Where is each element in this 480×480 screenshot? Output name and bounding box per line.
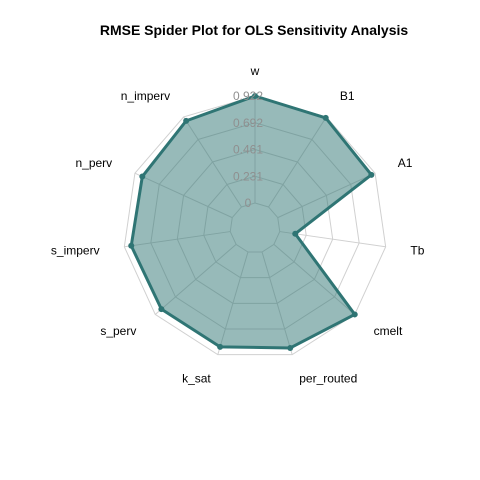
grid-ring bbox=[123, 95, 387, 356]
series-point bbox=[139, 173, 146, 180]
series-point bbox=[292, 230, 299, 237]
series-point bbox=[158, 306, 165, 313]
radial-tick-labels: 0 0.231 0.461 0.692 0.922 bbox=[233, 89, 263, 210]
axis-label: w bbox=[250, 64, 260, 78]
axis-label: A1 bbox=[398, 156, 413, 170]
axis-label: cmelt bbox=[374, 324, 403, 338]
series-point bbox=[287, 344, 294, 351]
axis-label: k_sat bbox=[182, 372, 211, 386]
axis-label: n_perv bbox=[75, 156, 112, 170]
radial-tick-label: 0.692 bbox=[233, 116, 263, 130]
series-point bbox=[368, 171, 375, 178]
axis-label: B1 bbox=[340, 89, 355, 103]
series-area bbox=[129, 94, 373, 350]
series-point bbox=[351, 311, 358, 318]
series-point bbox=[183, 117, 190, 124]
axis-label: n_imperv bbox=[121, 89, 170, 103]
axis-label: s_perv bbox=[100, 324, 136, 338]
axis-label: s_imperv bbox=[51, 243, 100, 257]
chart-title: RMSE Spider Plot for OLS Sensitivity Ana… bbox=[100, 22, 409, 38]
series-point bbox=[252, 93, 258, 99]
axis-labels: w B1 A1 Tb cmelt per_routed k_sat s_perv s_imper… bbox=[51, 64, 425, 386]
radial-tick-label: 0 bbox=[245, 196, 252, 210]
series-point bbox=[322, 114, 329, 121]
radial-tick-label: 0.922 bbox=[233, 89, 263, 103]
radial-tick-label: 0.461 bbox=[233, 143, 263, 157]
series-point bbox=[217, 343, 224, 350]
axis-label: per_routed bbox=[299, 372, 357, 386]
radar-series-layer bbox=[128, 93, 375, 351]
radial-tick-label: 0.231 bbox=[233, 169, 263, 183]
axis-label: Tb bbox=[410, 243, 424, 257]
series-point bbox=[128, 242, 135, 249]
